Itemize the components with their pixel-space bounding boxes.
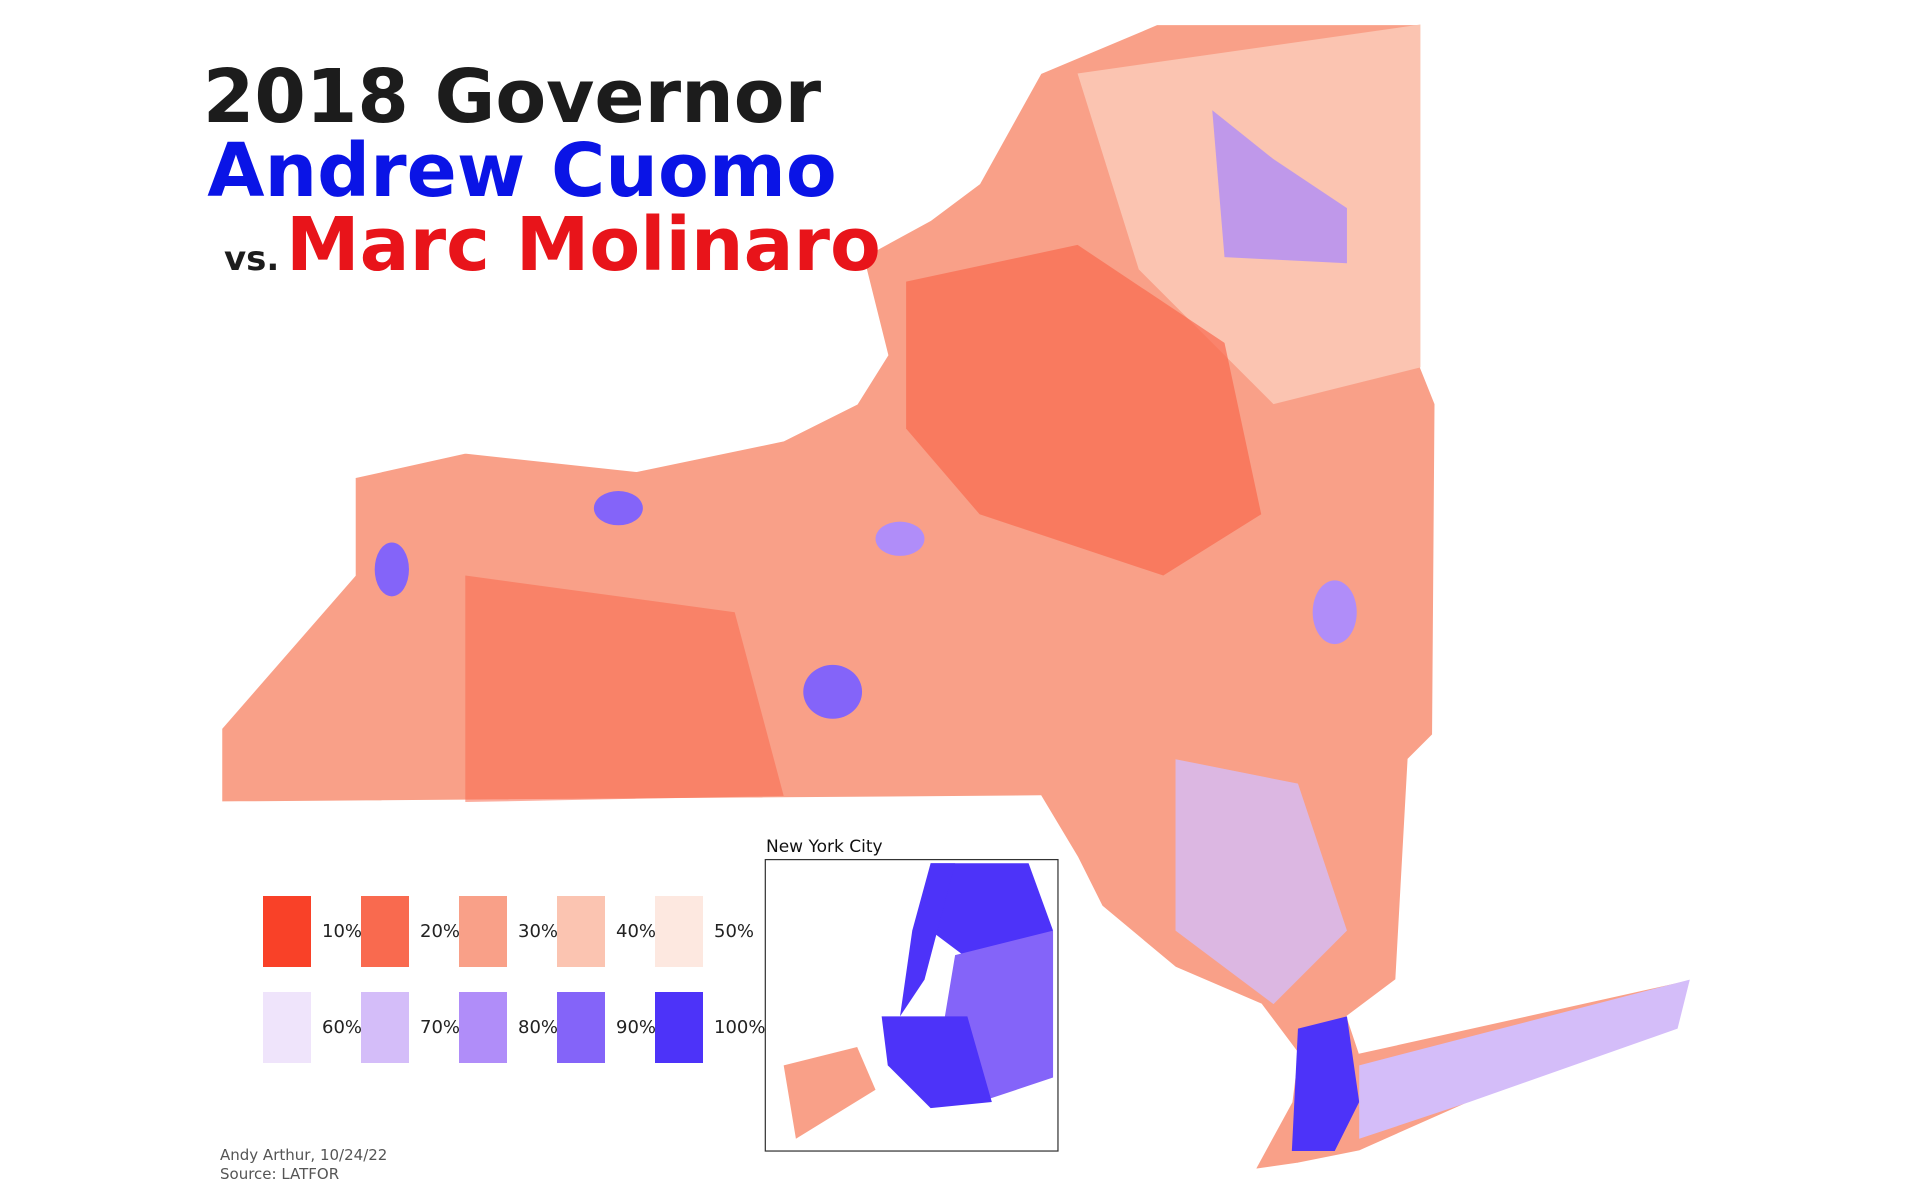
legend-swatch [263, 896, 311, 967]
buffalo [374, 542, 409, 597]
legend-swatch [655, 896, 703, 967]
state-map [221, 23, 1691, 1171]
legend-label: 60% [322, 1017, 362, 1038]
long-island [1359, 979, 1690, 1139]
central-region [906, 244, 1262, 576]
candidate-rep: Marc Molinaro [286, 202, 881, 288]
credit-source: Source: LATFOR [220, 1165, 339, 1183]
syracuse [875, 521, 925, 556]
credit-author: Andy Arthur, 10/24/22 [220, 1146, 387, 1164]
title: 2018 Governor [203, 54, 822, 140]
legend-swatch [361, 896, 409, 967]
vs-label: vs. [224, 239, 279, 279]
inset-manhattan [900, 863, 956, 1017]
southern-tier [465, 575, 784, 803]
legend-label: 70% [420, 1017, 460, 1038]
legend-label: 30% [518, 921, 558, 942]
legend-label: 10% [322, 921, 362, 942]
inset-brooklyn [881, 1016, 992, 1109]
legend-swatch [361, 992, 409, 1063]
legend-swatch [557, 992, 605, 1063]
binghamton [803, 664, 863, 719]
legend-swatch [459, 992, 507, 1063]
legend-label: 50% [714, 921, 754, 942]
hudson-valley [1175, 759, 1347, 1005]
legend-label: 40% [616, 921, 656, 942]
legend-label: 100% [714, 1017, 765, 1038]
legend-swatch [263, 992, 311, 1063]
north-country-blue [1212, 110, 1347, 264]
legend: 10% 20% 30% 40% 50% 60% 70% 80% 90% 100% [263, 896, 765, 1063]
legend-label: 80% [518, 1017, 558, 1038]
candidate-dem: Andrew Cuomo [207, 128, 837, 214]
legend-label: 90% [616, 1017, 656, 1038]
rochester [593, 491, 643, 526]
legend-swatch [557, 896, 605, 967]
nyc-area [1291, 1016, 1360, 1152]
legend-swatch [655, 992, 703, 1063]
legend-label: 20% [420, 921, 460, 942]
inset-label: New York City [766, 837, 883, 857]
legend-swatch [459, 896, 507, 967]
inset-staten-island [783, 1046, 876, 1139]
albany [1312, 580, 1357, 645]
